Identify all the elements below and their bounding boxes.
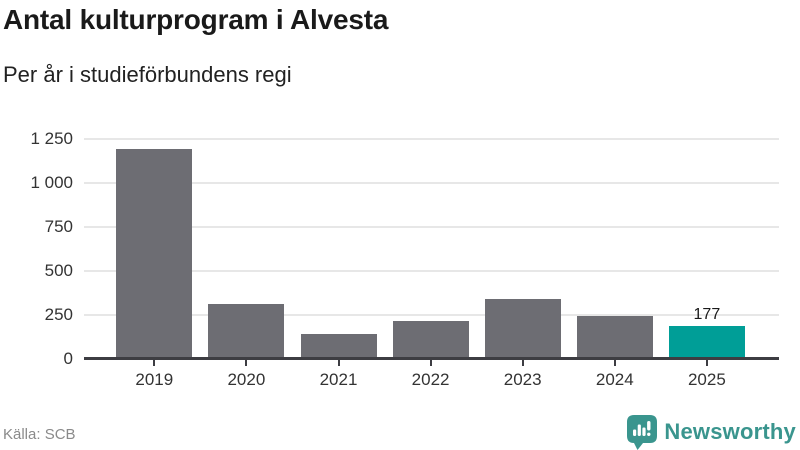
newsworthy-logo: Newsworthy [627, 414, 796, 450]
x-axis-tick-label: 2022 [411, 370, 450, 389]
x-axis-line [84, 357, 779, 360]
x-axis-tick [429, 360, 432, 366]
bar-2025 [668, 325, 745, 357]
chart-title: Antal kulturprogram i Alvesta [3, 4, 389, 35]
bar-2019 [116, 149, 193, 357]
source-note: Källa: SCB [3, 426, 76, 443]
x-axis-tick-label: 2021 [319, 370, 358, 389]
x-axis-tick-label: 2025 [687, 370, 726, 389]
y-gridline [84, 138, 779, 140]
bar-2024 [576, 316, 653, 357]
x-axis-tick-label: 2024 [595, 370, 634, 389]
bar-2020 [208, 304, 285, 357]
x-axis-tick [245, 360, 248, 366]
x-axis-tick-label: 2020 [227, 370, 266, 389]
y-axis-tick-label: 0 [63, 349, 73, 368]
x-axis-tick [337, 360, 340, 366]
bar-2022 [392, 320, 469, 357]
y-gridline [84, 226, 779, 228]
y-axis-tick-label: 1 250 [30, 129, 73, 148]
plot-area: 0 250 500 750 1 000 1 250 2019 2020 2021 2022 2023… [30, 130, 779, 389]
y-axis-tick-label: 500 [44, 261, 73, 280]
y-axis-tick-label: 250 [44, 305, 73, 324]
chart-subtitle: Per år i studieförbundens regi [3, 62, 292, 87]
y-axis-tick-label: 750 [44, 217, 73, 236]
x-axis-tick-label: 2019 [135, 370, 174, 389]
x-axis-tick [613, 360, 616, 366]
y-gridline [84, 182, 779, 184]
y-gridline [84, 270, 779, 272]
newsworthy-icon [627, 414, 658, 450]
x-axis-tick [705, 360, 708, 366]
bar-2023 [484, 299, 561, 357]
x-axis-tick [153, 360, 156, 366]
bar-2021 [300, 334, 377, 357]
y-axis-tick-label: 1 000 [30, 173, 73, 192]
newsworthy-wordmark: Newsworthy [664, 419, 796, 444]
x-axis-tick [521, 360, 524, 366]
y-gridline [84, 314, 779, 316]
x-axis-tick-label: 2023 [503, 370, 542, 389]
bar-value-label: 177 [693, 305, 721, 323]
